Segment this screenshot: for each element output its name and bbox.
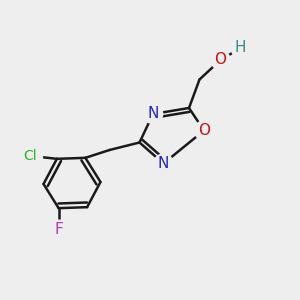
Text: F: F <box>54 222 63 237</box>
Text: O: O <box>214 52 226 68</box>
Circle shape <box>154 154 173 173</box>
Text: Cl: Cl <box>23 149 37 163</box>
Circle shape <box>211 50 230 70</box>
Circle shape <box>49 220 68 239</box>
Circle shape <box>17 143 43 168</box>
Text: N: N <box>147 106 159 122</box>
Text: H: H <box>235 40 246 56</box>
Circle shape <box>194 121 214 140</box>
Text: N: N <box>158 156 169 171</box>
Circle shape <box>143 104 163 124</box>
Text: O: O <box>198 123 210 138</box>
Circle shape <box>231 38 250 58</box>
